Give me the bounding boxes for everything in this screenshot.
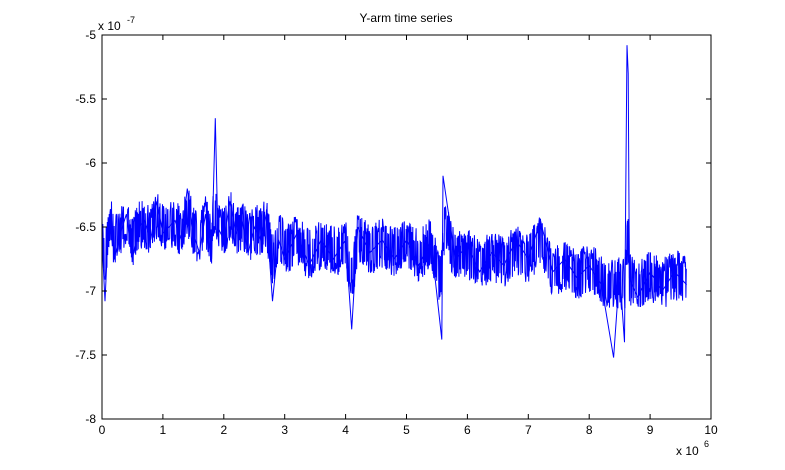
x-tick-label: 6	[464, 423, 471, 437]
y-tick-label: -5.5	[75, 92, 96, 106]
x-tick-label: 0	[99, 423, 106, 437]
x-tick-label: 7	[525, 423, 532, 437]
chart-title: Y-arm time series	[360, 11, 453, 25]
x-tick-label: 1	[160, 423, 167, 437]
x-multiplier-exponent: 6	[704, 439, 709, 449]
y-tick-label: -8	[85, 412, 96, 426]
x-multiplier-base: x 10	[676, 444, 699, 458]
y-multiplier-exponent: -7	[127, 15, 135, 25]
y-tick-label: -6.5	[75, 220, 96, 234]
y-multiplier-base: x 10	[98, 19, 121, 33]
y-tick-label: -7.5	[75, 348, 96, 362]
x-tick-label: 8	[586, 423, 593, 437]
y-axis: -8 -7.5 -7 -6.5 -6 -5.5 -5	[75, 28, 711, 426]
x-tick-label: 2	[220, 423, 227, 437]
series-layer	[101, 45, 687, 358]
x-axis: 0 1 2 3 4 5 6 7 8 9 10	[99, 35, 718, 437]
x-tick-label: 10	[704, 423, 718, 437]
x-tick-label: 9	[647, 423, 654, 437]
y-tick-label: -6	[85, 156, 96, 170]
y-tick-label: -7	[85, 284, 96, 298]
series-noise-band	[101, 190, 687, 310]
x-tick-label: 5	[403, 423, 410, 437]
x-tick-label: 4	[342, 423, 349, 437]
x-tick-label: 3	[281, 423, 288, 437]
y-tick-label: -5	[85, 28, 96, 42]
